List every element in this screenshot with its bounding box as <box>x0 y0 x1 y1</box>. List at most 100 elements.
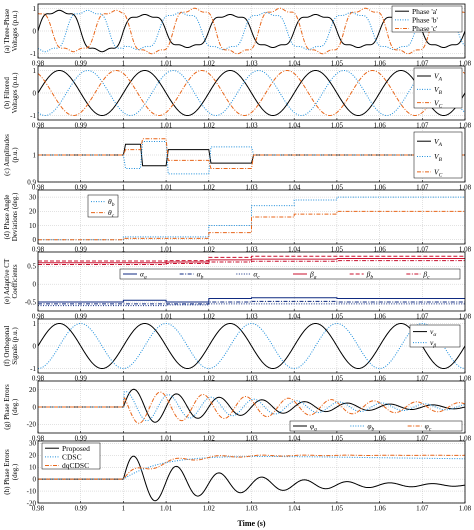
plot-area <box>38 454 465 502</box>
legend-box <box>289 420 463 432</box>
series-line <box>38 141 465 175</box>
x-tick-label: 1.08 <box>459 60 472 68</box>
panel-a: 0.98 0.99 1 1.01 1.02 1.03 1.04 1.05 1.06 1.07 1.0… <box>3 3 472 68</box>
legend-box <box>41 442 101 470</box>
series-line <box>38 388 465 423</box>
x-tick-label: 0.99 <box>75 60 88 68</box>
series-line <box>38 455 465 502</box>
x-tick-label: 1.03 <box>245 246 258 254</box>
x-tick-label: 1.05 <box>331 184 344 192</box>
x-tick-label: 1 <box>122 435 126 443</box>
x-tick-label: 1.03 <box>245 122 258 130</box>
legend-label: Phase 'b' <box>412 15 438 24</box>
legend: φa φb φc <box>289 420 463 433</box>
panel-e: 0.98 0.99 1 1.01 1.02 1.03 1.04 1.05 1.06 1.07 1.0… <box>3 251 472 321</box>
panel-h: 0.98 0.99 1 1.01 1.02 1.03 1.04 1.05 1.06 1.07 1.0… <box>3 440 472 513</box>
x-tick-label: 1.08 <box>459 184 472 192</box>
x-tick-label: 0.98 <box>32 313 45 321</box>
legend-label: VC <box>434 167 443 178</box>
x-tick-label: 1.06 <box>373 375 386 383</box>
y-tick-label: 0 <box>33 89 37 97</box>
y-axis-label: (b) FilteredVoltages (p.u.) <box>3 72 19 114</box>
x-tick-label: 0.99 <box>75 505 88 513</box>
panel-frame <box>37 380 466 434</box>
x-tick-label: 1.06 <box>373 505 386 513</box>
series-line <box>38 69 465 117</box>
series-line <box>38 260 465 266</box>
y-tick-label: 20 <box>29 208 37 216</box>
x-tick-label: 1.08 <box>459 375 472 383</box>
x-tick-label: 1.03 <box>245 313 258 321</box>
y-tick-label: 10 <box>29 464 37 472</box>
legend-label: VC <box>434 98 443 109</box>
legend-box <box>409 324 461 348</box>
panel-c: 0.98 0.99 1 1.01 1.02 1.03 1.04 1.05 1.06 1.07 1.0… <box>3 127 472 192</box>
x-tick-label: 1.07 <box>416 313 429 321</box>
x-tick-label: 1.01 <box>160 184 173 192</box>
x-tick-label: 1.05 <box>331 375 344 383</box>
x-tick-label: 1.06 <box>373 435 386 443</box>
x-tick-label: 1.07 <box>416 375 429 383</box>
series-line <box>38 196 465 241</box>
x-tick-label: 1.01 <box>160 60 173 68</box>
legend-label: Phase 'c' <box>412 24 438 33</box>
series-line <box>38 391 465 422</box>
legend-box <box>119 268 461 280</box>
plot-area <box>38 388 465 424</box>
legend: VA VB VC <box>413 131 463 178</box>
y-axis-label: (g) Phase Errors(deg.) <box>3 384 19 430</box>
x-tick-label: 1.06 <box>373 246 386 254</box>
plot-area <box>38 255 465 307</box>
x-tick-label: 0.98 <box>32 184 45 192</box>
panel-g: 0.98 0.99 1 1.01 1.02 1.03 1.04 1.05 1.06 1.07 1.0… <box>3 380 472 443</box>
y-tick-label: 0.9 <box>27 178 36 186</box>
x-tick-label: 0.98 <box>32 122 45 130</box>
x-tick-label: 0.99 <box>75 122 88 130</box>
legend-label: αc <box>253 270 260 281</box>
x-tick-label: 1.01 <box>160 313 173 321</box>
x-tick-label: 0.99 <box>75 435 88 443</box>
legend-label: βb <box>366 270 374 281</box>
plot-area <box>38 138 465 175</box>
x-tick-label: 1.01 <box>160 505 173 513</box>
x-tick-label: 1.04 <box>288 184 301 192</box>
y-tick-label: 1 <box>33 5 37 13</box>
x-tick-label: 1.02 <box>203 375 216 383</box>
y-tick-label: 0 <box>33 280 37 288</box>
legend-box <box>87 194 119 218</box>
x-tick-label: 1.05 <box>331 435 344 443</box>
y-tick-label: 20 <box>29 452 37 460</box>
legend: αa αb αc βa βb βc <box>119 268 461 281</box>
x-tick-label: 1.05 <box>331 60 344 68</box>
x-tick-label: 1.03 <box>245 505 258 513</box>
x-tick-label: 1.02 <box>203 435 216 443</box>
legend-label: vβ <box>430 338 436 349</box>
y-tick-label: -10 <box>27 487 37 495</box>
series-line <box>38 138 465 169</box>
y-tick-label: 0 <box>33 475 37 483</box>
legend-label: φc <box>425 422 432 433</box>
x-tick-label: 1.03 <box>245 435 258 443</box>
x-tick-label: 1.08 <box>459 505 472 513</box>
x-tick-label: 0.98 <box>32 505 45 513</box>
x-tick-label: 1.04 <box>288 122 301 130</box>
x-tick-label: 1.07 <box>416 246 429 254</box>
legend-box <box>413 67 463 109</box>
x-axis-title: Time (s) <box>237 519 265 528</box>
x-tick-label: 1.04 <box>288 60 301 68</box>
x-tick-label: 1.02 <box>203 184 216 192</box>
legend-label: VB <box>434 152 443 163</box>
x-tick-label: 1.08 <box>459 122 472 130</box>
x-tick-label: 1.07 <box>416 435 429 443</box>
legend-label: vα <box>430 327 436 338</box>
series-line <box>38 297 465 303</box>
x-tick-label: 1 <box>122 60 126 68</box>
panel-frame <box>37 251 466 312</box>
legend: Phase 'a'Phase 'b'Phase 'c' <box>391 5 463 33</box>
x-tick-label: 1.04 <box>288 435 301 443</box>
legend-label: Phase 'a' <box>412 7 438 16</box>
plot-area <box>38 322 465 370</box>
x-tick-label: 1.06 <box>373 313 386 321</box>
